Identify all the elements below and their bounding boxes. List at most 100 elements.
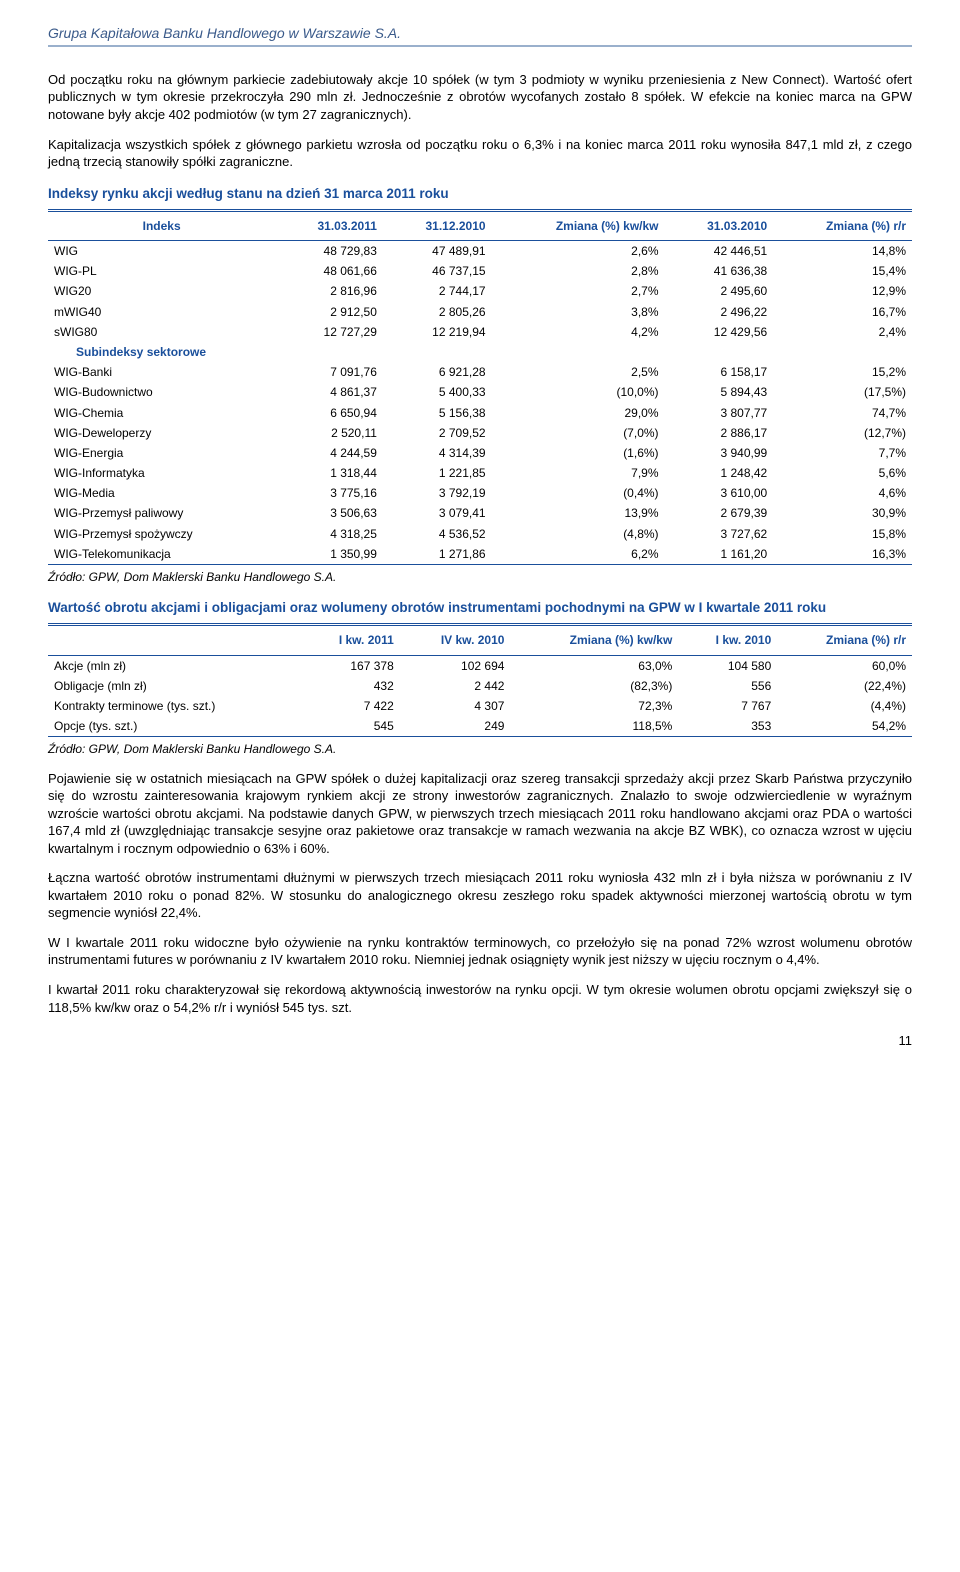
table-cell: 7,9% (492, 463, 665, 483)
table-cell: WIG-Budownictwo (48, 382, 275, 402)
table-cell: WIG-Telekomunikacja (48, 544, 275, 565)
table-cell: WIG-Przemysł paliwowy (48, 503, 275, 523)
table-cell: 3 610,00 (665, 483, 774, 503)
table-source: Źródło: GPW, Dom Maklerski Banku Handlow… (48, 569, 912, 585)
table-cell: 4 314,39 (383, 443, 492, 463)
table-cell: 167 378 (302, 655, 400, 676)
table-cell: (17,5%) (773, 382, 912, 402)
table-cell: Kontrakty terminowe (tys. szt.) (48, 696, 302, 716)
table-cell: 16,3% (773, 544, 912, 565)
table-row: WIG-Przemysł spożywczy4 318,254 536,52(4… (48, 524, 912, 544)
table-cell: 102 694 (400, 655, 511, 676)
table-cell: (7,0%) (492, 423, 665, 443)
col-header: Zmiana (%) kw/kw (510, 625, 678, 655)
table-cell: 2 886,17 (665, 423, 774, 443)
table-cell: WIG-Media (48, 483, 275, 503)
table-cell: 72,3% (510, 696, 678, 716)
table-cell: (0,4%) (492, 483, 665, 503)
col-header: Indeks (48, 210, 275, 240)
table-cell: 3 727,62 (665, 524, 774, 544)
table-cell: 7 767 (678, 696, 777, 716)
table-row: WIG-PL48 061,6646 737,152,8%41 636,3815,… (48, 261, 912, 281)
table-cell: 46 737,15 (383, 261, 492, 281)
table-row: WIG202 816,962 744,172,7%2 495,6012,9% (48, 281, 912, 301)
table-row: WIG-Informatyka1 318,441 221,857,9%1 248… (48, 463, 912, 483)
indices-table: Indeks 31.03.2011 31.12.2010 Zmiana (%) … (48, 209, 912, 565)
table-row: WIG-Banki7 091,766 921,282,5%6 158,1715,… (48, 362, 912, 382)
table-cell: 2 495,60 (665, 281, 774, 301)
table-cell: 4,2% (492, 322, 665, 342)
paragraph: W I kwartale 2011 roku widoczne było oży… (48, 934, 912, 969)
table-cell: 3 807,77 (665, 403, 774, 423)
table-cell: WIG-Banki (48, 362, 275, 382)
table-cell: 13,9% (492, 503, 665, 523)
col-header: 31.12.2010 (383, 210, 492, 240)
table-cell: 432 (302, 676, 400, 696)
paragraph: Łączna wartość obrotów instrumentami dłu… (48, 869, 912, 922)
table-cell: 118,5% (510, 716, 678, 737)
table-row: WIG-Energia4 244,594 314,39(1,6%)3 940,9… (48, 443, 912, 463)
table-row: WIG-Budownictwo4 861,375 400,33(10,0%)5 … (48, 382, 912, 402)
table-cell: 60,0% (777, 655, 912, 676)
table-row: Kontrakty terminowe (tys. szt.)7 4224 30… (48, 696, 912, 716)
table-cell: 41 636,38 (665, 261, 774, 281)
paragraph: Kapitalizacja wszystkich spółek z główne… (48, 136, 912, 171)
table-cell: 4 244,59 (275, 443, 383, 463)
table-cell: 6,2% (492, 544, 665, 565)
table-cell: 7 422 (302, 696, 400, 716)
table-cell: 2 912,50 (275, 302, 383, 322)
table-cell: 12 727,29 (275, 322, 383, 342)
table-cell: 48 729,83 (275, 241, 383, 262)
table-cell: 3,8% (492, 302, 665, 322)
table-cell: 2 744,17 (383, 281, 492, 301)
table-subheading: Subindeksy sektorowe (48, 342, 912, 362)
table-row: Opcje (tys. szt.)545249118,5%35354,2% (48, 716, 912, 737)
col-header: IV kw. 2010 (400, 625, 511, 655)
col-header: Zmiana (%) r/r (777, 625, 912, 655)
table-row: WIG-Chemia6 650,945 156,3829,0%3 807,777… (48, 403, 912, 423)
col-header: 31.03.2011 (275, 210, 383, 240)
table-cell: (82,3%) (510, 676, 678, 696)
table-cell: 47 489,91 (383, 241, 492, 262)
table-cell: 74,7% (773, 403, 912, 423)
table-cell: (4,8%) (492, 524, 665, 544)
col-header: I kw. 2010 (678, 625, 777, 655)
table-cell: 2,4% (773, 322, 912, 342)
table-cell: 4 307 (400, 696, 511, 716)
table-cell: 2,8% (492, 261, 665, 281)
table-cell: 3 506,63 (275, 503, 383, 523)
table-cell: 30,9% (773, 503, 912, 523)
table-cell: 1 271,86 (383, 544, 492, 565)
table-cell: 1 161,20 (665, 544, 774, 565)
table-cell: 7 091,76 (275, 362, 383, 382)
table-cell: 15,4% (773, 261, 912, 281)
table-cell: 5,6% (773, 463, 912, 483)
table-row: Akcje (mln zł)167 378102 69463,0%104 580… (48, 655, 912, 676)
paragraph: Pojawienie się w ostatnich miesiącach na… (48, 770, 912, 858)
table-cell: 2 709,52 (383, 423, 492, 443)
table-cell: 42 446,51 (665, 241, 774, 262)
table-cell: (10,0%) (492, 382, 665, 402)
table-cell: 2,6% (492, 241, 665, 262)
table-cell: 3 775,16 (275, 483, 383, 503)
table-cell: 545 (302, 716, 400, 737)
table-cell: 15,8% (773, 524, 912, 544)
table-cell: 2 442 (400, 676, 511, 696)
table-cell: mWIG40 (48, 302, 275, 322)
table-cell: 7,7% (773, 443, 912, 463)
paragraph: I kwartał 2011 roku charakteryzował się … (48, 981, 912, 1016)
table-cell: 12 219,94 (383, 322, 492, 342)
table-cell: 2 679,39 (665, 503, 774, 523)
col-header: I kw. 2011 (302, 625, 400, 655)
table-cell: 5 894,43 (665, 382, 774, 402)
table-cell: WIG-Chemia (48, 403, 275, 423)
table-row: WIG48 729,8347 489,912,6%42 446,5114,8% (48, 241, 912, 262)
table-cell: 4,6% (773, 483, 912, 503)
table-cell: WIG-Informatyka (48, 463, 275, 483)
table-cell: 4 318,25 (275, 524, 383, 544)
table-cell: 1 221,85 (383, 463, 492, 483)
table-subheading-cell: Subindeksy sektorowe (48, 342, 912, 362)
col-header (48, 625, 302, 655)
table-row: WIG-Deweloperzy2 520,112 709,52(7,0%)2 8… (48, 423, 912, 443)
table-cell: WIG-PL (48, 261, 275, 281)
